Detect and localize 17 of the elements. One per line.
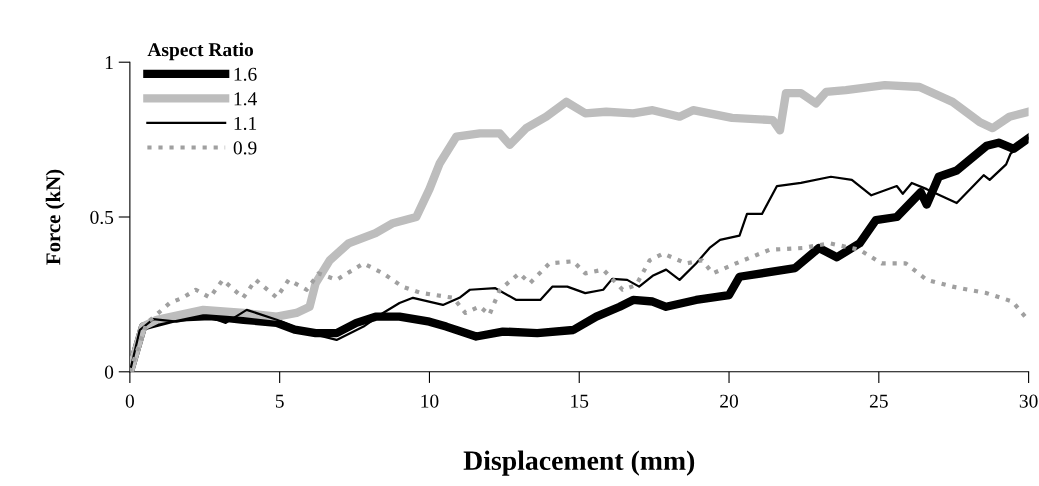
y-axis-title: Force (kN): [45, 169, 65, 265]
x-tick-label: 15: [571, 394, 589, 408]
y-tick-label: 1: [105, 56, 113, 69]
legend-label: 0.9: [233, 141, 257, 155]
y-tick-label: 0: [104, 365, 114, 379]
x-tick-label: 0: [125, 394, 134, 408]
x-tick-label: 25: [869, 394, 888, 408]
legend-label: 1.1: [234, 116, 257, 130]
legend-label: 1.6: [234, 67, 257, 81]
y-tick-label: 0.5: [90, 210, 114, 225]
x-tick-label: 10: [421, 394, 439, 408]
x-tick-label: 5: [275, 394, 284, 408]
legend-title: Aspect Ratio: [147, 42, 254, 61]
x-tick-label: 30: [1019, 394, 1038, 408]
x-tick-label: 20: [720, 394, 739, 408]
legend-label: 1.4: [234, 92, 257, 106]
x-axis-title: Displacement (mm): [463, 450, 695, 476]
